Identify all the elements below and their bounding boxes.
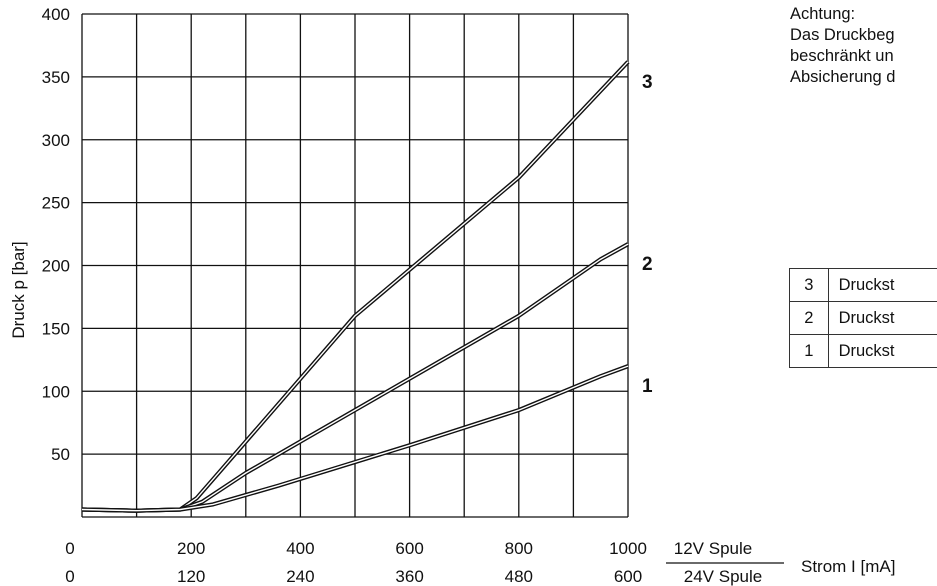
x-tick-label-12v: 600 bbox=[395, 539, 423, 558]
legend-text: Druckst bbox=[827, 334, 937, 368]
x-axis-label-24v: 24V Spule bbox=[684, 567, 762, 586]
chart-curves bbox=[81, 60, 630, 513]
x-tick-label-12v: 400 bbox=[286, 539, 314, 558]
y-tick-label: 400 bbox=[42, 5, 70, 24]
y-tick-label: 200 bbox=[42, 257, 70, 276]
x-tick-label-24v: 600 bbox=[614, 567, 642, 586]
note-line: Das Druckbeg bbox=[790, 26, 895, 44]
x-axis-label-12v: 12V Spule bbox=[674, 539, 752, 558]
legend-row: 2 Druckst bbox=[789, 301, 937, 335]
y-axis-label: Druck p [bar] bbox=[9, 241, 28, 338]
legend-table: 3 Druckst 2 Druckst 1 Druckst bbox=[789, 268, 937, 368]
series-label-3: 3 bbox=[642, 72, 653, 93]
note-line: Absicherung d bbox=[790, 68, 896, 86]
x-tick-label-12v: 800 bbox=[505, 539, 533, 558]
series-label-1: 1 bbox=[642, 376, 653, 397]
note-line: beschränkt un bbox=[790, 47, 894, 65]
legend-row: 1 Druckst bbox=[789, 334, 937, 368]
y-tick-label: 100 bbox=[42, 382, 70, 401]
x-axis-ticks: 0 200 400 600 800 1000 0 120 240 360 480 600 bbox=[65, 539, 647, 586]
legend-row: 3 Druckst bbox=[789, 268, 937, 302]
x-axis-label: Strom I [mA] bbox=[801, 557, 895, 576]
note-line: Achtung: bbox=[790, 5, 856, 23]
y-tick-label: 250 bbox=[42, 194, 70, 213]
legend-number: 3 bbox=[789, 268, 829, 302]
x-tick-label-12v: 200 bbox=[177, 539, 205, 558]
legend-text: Druckst bbox=[827, 301, 937, 335]
y-axis-ticks: 50 100 150 200 250 300 350 400 bbox=[42, 5, 70, 464]
x-tick-label-24v: 240 bbox=[286, 567, 314, 586]
y-tick-label: 50 bbox=[51, 445, 70, 464]
y-tick-label: 300 bbox=[42, 131, 70, 150]
x-tick-label-24v: 120 bbox=[177, 567, 205, 586]
x-tick-label-24v: 360 bbox=[395, 567, 423, 586]
legend-text: Druckst bbox=[827, 268, 937, 302]
warning-note: Achtung: Das Druckbeg beschränkt un Absi… bbox=[790, 4, 896, 88]
series-labels: 3 2 1 bbox=[642, 72, 653, 397]
x-tick-label-24v: 480 bbox=[505, 567, 533, 586]
legend-number: 2 bbox=[789, 301, 829, 335]
x-tick-label-24v: 0 bbox=[65, 567, 74, 586]
legend-number: 1 bbox=[789, 334, 829, 368]
y-tick-label: 350 bbox=[42, 68, 70, 87]
series-label-2: 2 bbox=[642, 254, 653, 275]
y-tick-label: 150 bbox=[42, 319, 70, 338]
x-tick-label-12v: 0 bbox=[65, 539, 74, 558]
chart-grid bbox=[81, 13, 629, 518]
x-tick-label-12v: 1000 bbox=[609, 539, 647, 558]
series-curve-core-1 bbox=[81, 365, 629, 512]
